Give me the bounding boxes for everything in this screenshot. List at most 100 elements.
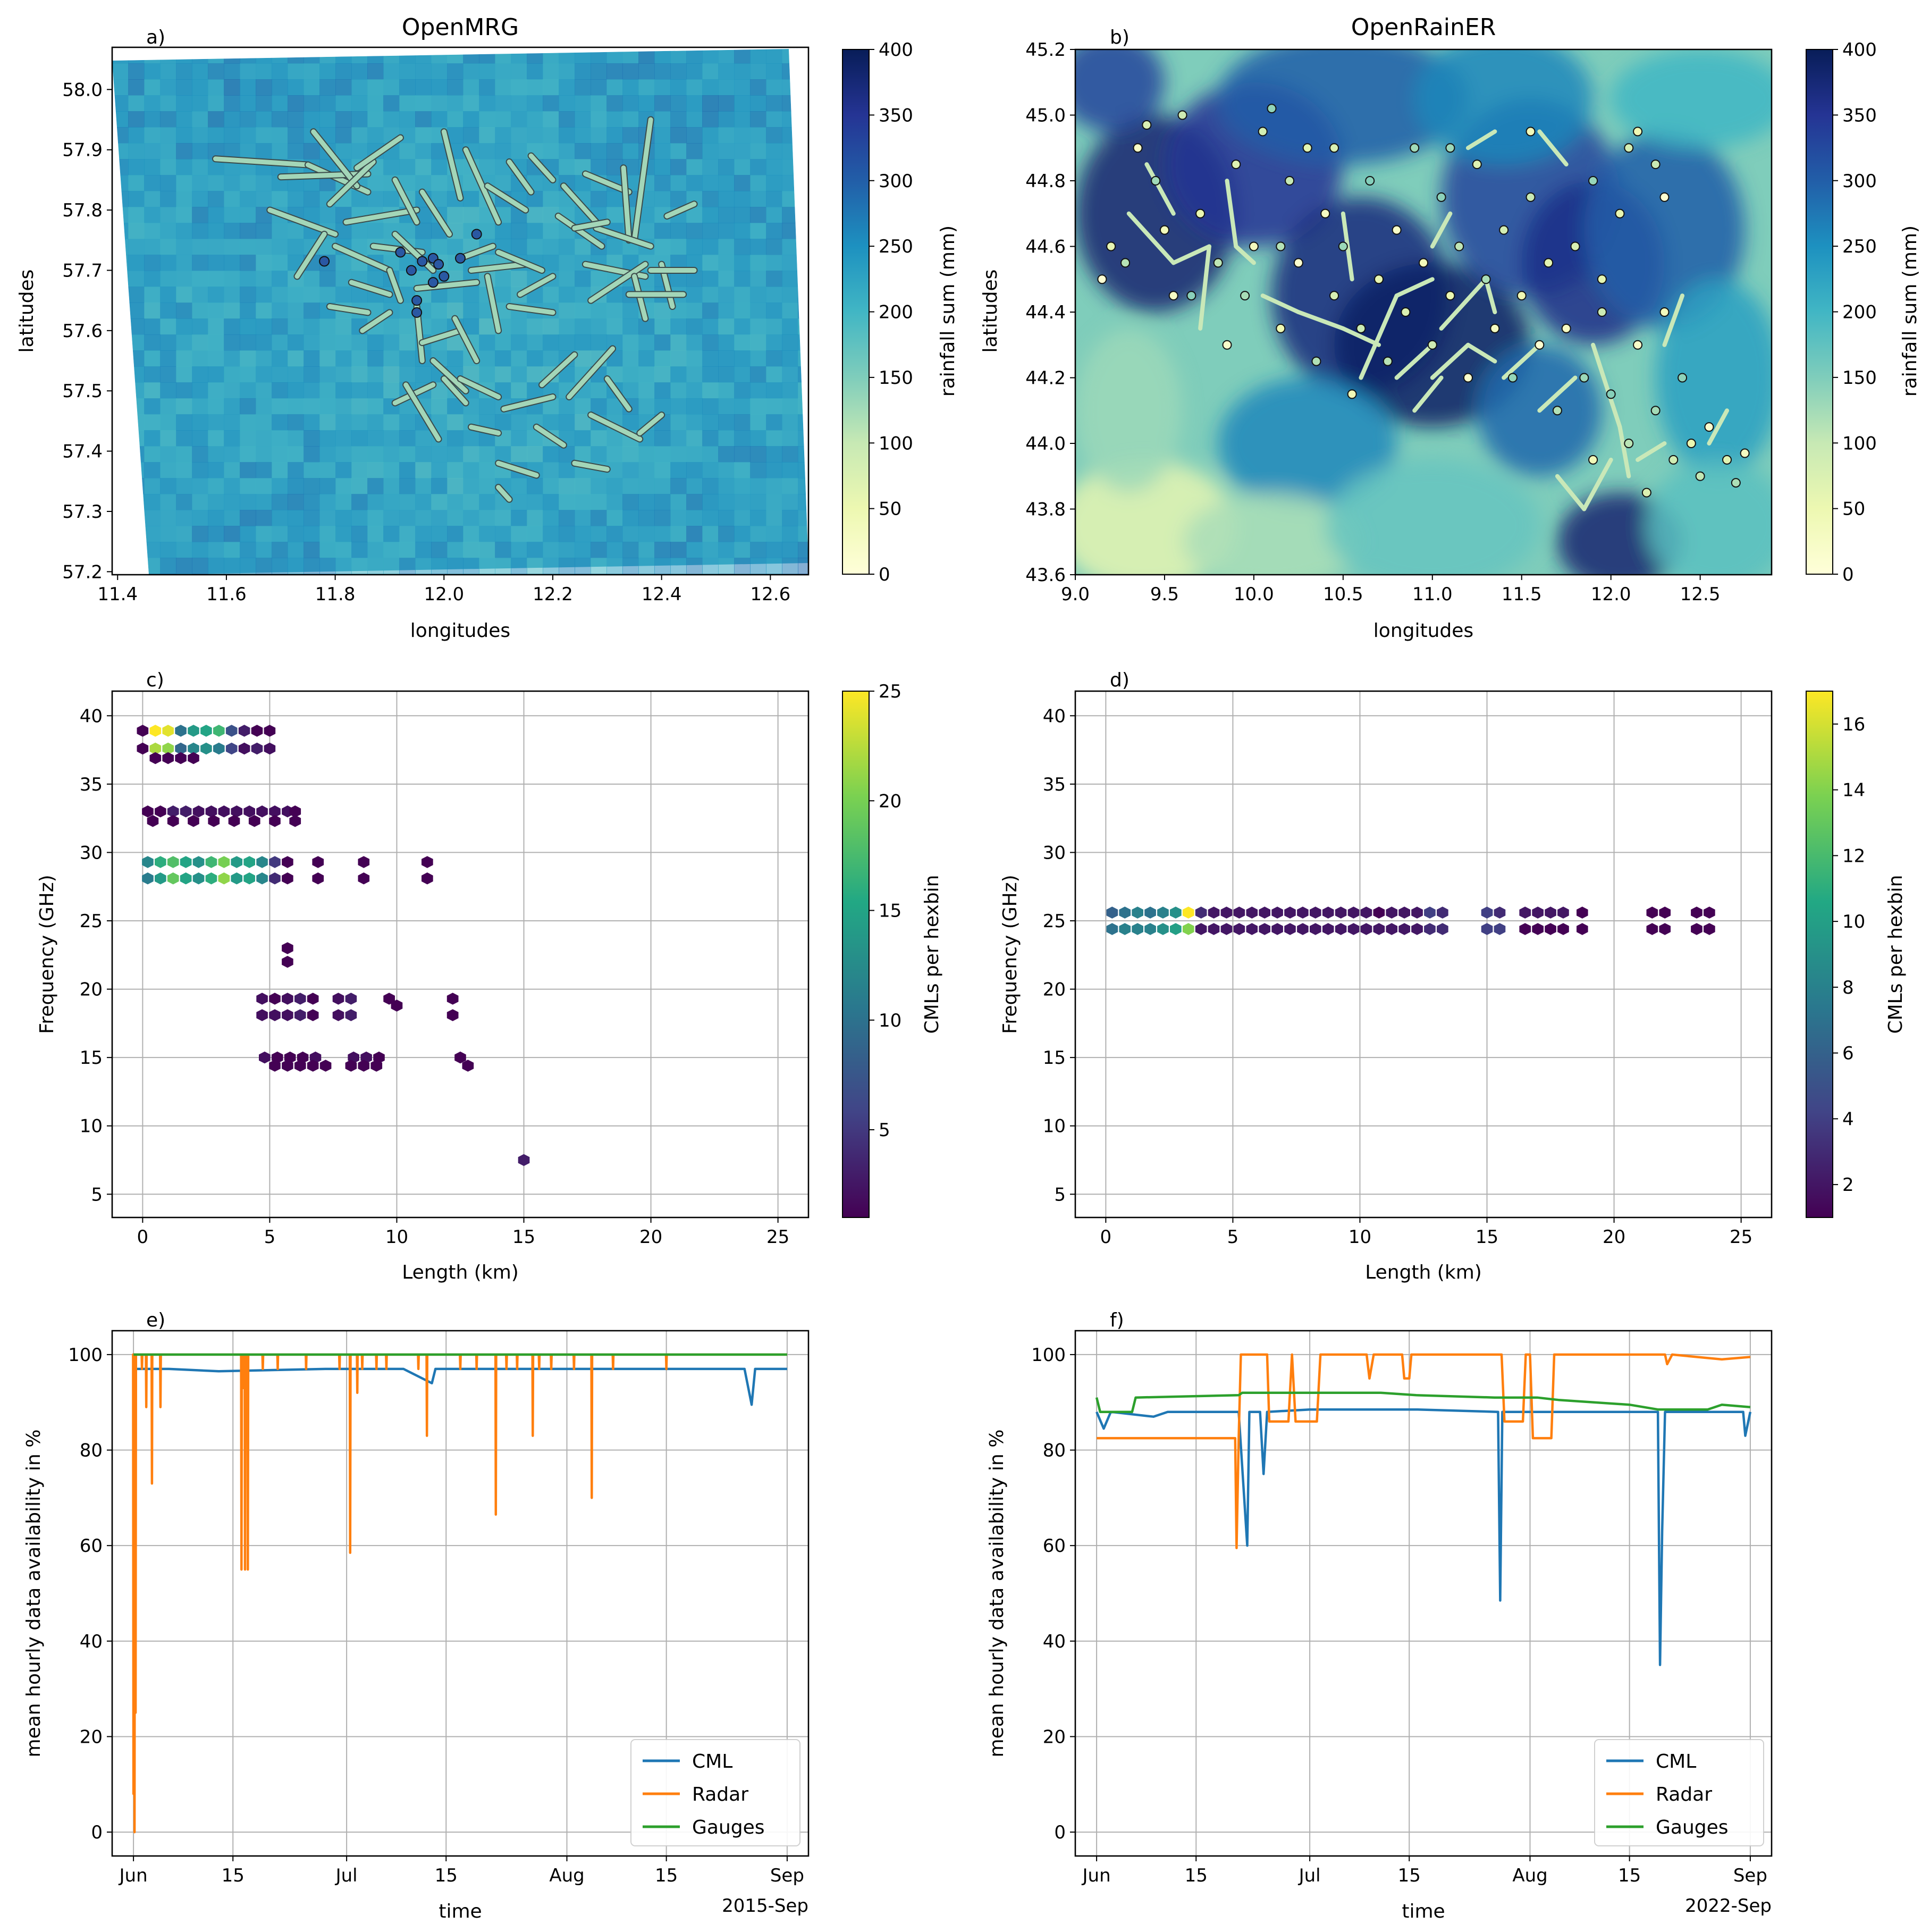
radar-pixel-a	[463, 494, 479, 510]
radar-pixel-a	[240, 255, 256, 271]
radar-pixel-a	[766, 287, 782, 303]
y-axis-label-e: mean hourly data availability in %	[23, 1430, 45, 1758]
a-ytick-label: 58.0	[62, 79, 103, 100]
radar-pixel-a	[638, 462, 655, 478]
radar-pixel-a	[447, 207, 463, 223]
radar-pixel-a	[702, 398, 719, 415]
radar-pixel-a	[527, 494, 543, 510]
cml-link-b	[1707, 408, 1730, 446]
radar-pixel-a	[463, 191, 479, 207]
radar-pixel-a	[479, 143, 495, 159]
rainfall-region-b	[1584, 131, 1745, 329]
radar-pixel-a	[766, 271, 782, 287]
radar-pixel-a	[160, 494, 176, 510]
radar-pixel-a	[575, 239, 591, 255]
radar-pixel-a	[734, 303, 751, 319]
radar-pixel-a	[463, 207, 479, 223]
radar-pixel-a	[718, 334, 735, 351]
radar-pixel-a	[447, 350, 463, 367]
radar-pixel-a	[766, 191, 782, 207]
radar-pixel-a	[527, 79, 543, 96]
radar-pixel-a	[415, 95, 432, 112]
radar-pixel-a	[383, 478, 400, 494]
hexbin-c	[225, 725, 238, 737]
hexbin-d	[1557, 906, 1569, 919]
radar-pixel-a	[351, 430, 368, 447]
radar-pixel-a	[415, 494, 432, 510]
e-xtick-label: 15	[222, 1865, 245, 1886]
d-cbtick-label: 8	[1842, 977, 1854, 998]
a-ytick-label: 57.2	[62, 561, 103, 583]
radar-pixel-a	[591, 127, 607, 144]
radar-pixel-a	[543, 350, 559, 367]
radar-pixel-a	[734, 558, 751, 574]
radar-pixel-a	[144, 526, 161, 542]
radar-pixel-a	[543, 223, 559, 239]
radar-pixel-a	[160, 95, 176, 112]
radar-pixel-a	[479, 574, 495, 575]
radar-pixel-a	[192, 350, 208, 367]
b-ytick-label: 43.6	[1025, 565, 1066, 586]
radar-pixel-a	[527, 558, 543, 574]
radar-pixel-a	[224, 127, 240, 144]
e-xtick-label: Jun	[119, 1865, 148, 1886]
radar-pixel-a	[750, 191, 766, 207]
radar-pixel-a	[208, 446, 224, 463]
hexbin-d	[1347, 906, 1360, 919]
radar-pixel-a	[288, 191, 304, 207]
radar-pixel-a	[304, 191, 320, 207]
cml-link-a	[452, 316, 479, 364]
radar-pixel-a	[160, 526, 176, 542]
radar-pixel-a	[686, 414, 703, 431]
radar-pixel-a	[256, 79, 272, 96]
rain-gauge-b	[1606, 389, 1616, 399]
radar-pixel-a	[144, 79, 161, 96]
radar-pixel-a	[144, 271, 161, 287]
radar-pixel-a	[224, 366, 240, 383]
radar-pixel-a	[718, 111, 735, 128]
radar-pixel-a	[750, 366, 766, 383]
hexbin-d	[1335, 906, 1347, 919]
radar-pixel-a	[128, 255, 145, 271]
radar-pixel-a	[543, 414, 559, 431]
radar-pixel-a	[288, 318, 304, 335]
radar-pixel-a	[367, 127, 384, 144]
radar-pixel-a	[240, 111, 256, 128]
radar-pixel-a	[543, 526, 559, 542]
radar-pixel-a	[559, 63, 575, 80]
d-cbtick-label: 16	[1842, 714, 1865, 735]
y-axis-label-d: Frequency (GHz)	[999, 875, 1021, 1034]
colorbar-label-d: CMLs per hexbin	[1885, 875, 1907, 1034]
cml-link-a	[343, 207, 419, 225]
cml-link-a	[496, 460, 539, 478]
hexbin-c	[231, 856, 243, 868]
legend-label-e: Gauges	[692, 1817, 765, 1838]
radar-pixel-a	[638, 334, 655, 351]
radar-pixel-a	[766, 334, 782, 351]
radar-pixel-a	[543, 510, 559, 526]
rain-gauge-a	[406, 265, 417, 276]
radar-pixel-a	[399, 462, 416, 478]
cml-link-b	[1430, 211, 1453, 249]
hexbin-d	[1424, 906, 1436, 919]
radar-pixel-a	[447, 558, 463, 574]
cml-link-a	[664, 201, 697, 219]
radar-pixel-a	[415, 111, 432, 128]
radar-pixel-a	[144, 127, 161, 144]
radar-pixel-a	[224, 175, 240, 191]
radar-pixel-a	[670, 223, 687, 239]
radar-pixel-a	[144, 462, 161, 478]
radar-pixel-a	[256, 526, 272, 542]
radar-pixel-a	[431, 446, 448, 463]
radar-pixel-a	[718, 510, 735, 526]
radar-pixel-a	[479, 542, 495, 558]
radar-pixel-a	[288, 574, 304, 575]
radar-pixel-a	[319, 526, 336, 542]
hexbin-d	[1106, 923, 1118, 935]
radar-pixel-a	[192, 175, 208, 191]
hexbin-c	[446, 993, 459, 1005]
cml-link-b	[1198, 244, 1211, 331]
radar-pixel-a	[702, 446, 719, 463]
rain-gauge-b	[1240, 291, 1250, 301]
radar-pixel-a	[288, 446, 304, 463]
